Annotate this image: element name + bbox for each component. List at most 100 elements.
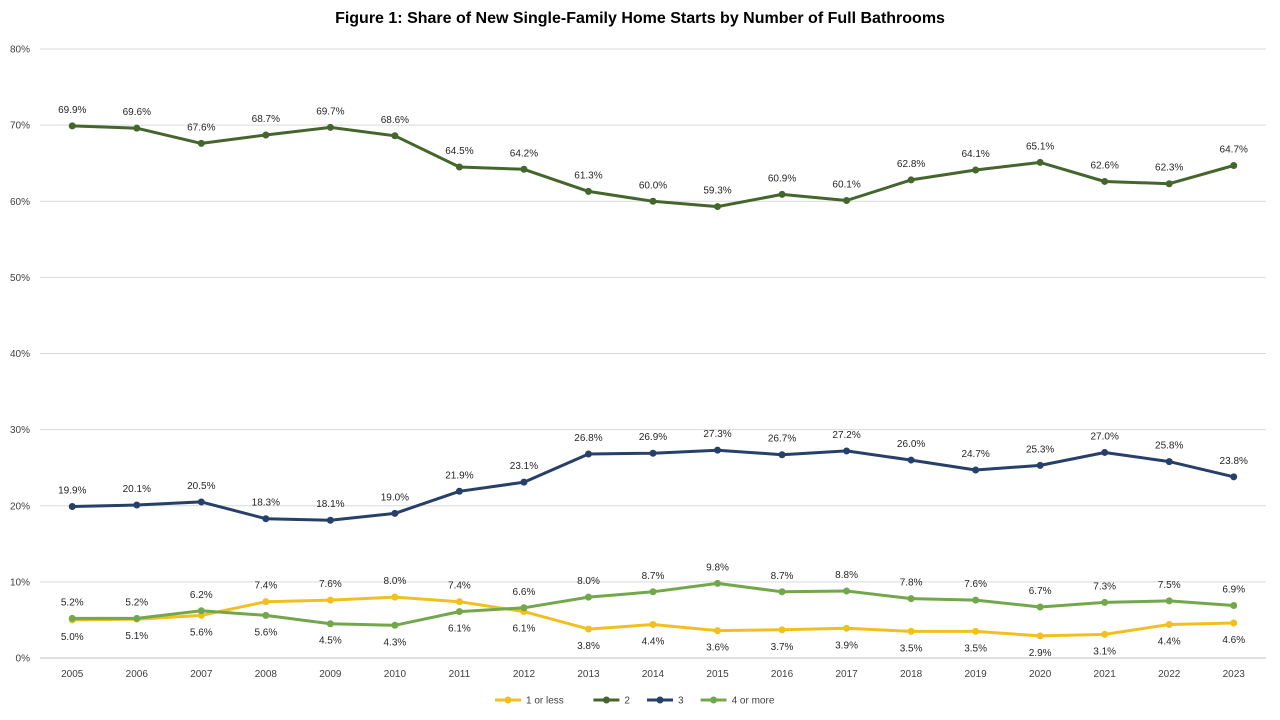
data-label: 5.1% — [125, 631, 148, 642]
data-point — [391, 132, 399, 140]
data-point — [1036, 632, 1044, 640]
x-tick-label: 2020 — [1029, 669, 1052, 680]
data-label: 64.2% — [510, 148, 538, 159]
x-tick-label: 2017 — [835, 669, 858, 680]
data-label: 5.0% — [61, 632, 84, 643]
x-tick-label: 2013 — [577, 669, 600, 680]
data-point — [1101, 177, 1109, 185]
data-label: 8.0% — [383, 576, 406, 587]
data-label: 5.2% — [125, 597, 148, 608]
data-point — [1230, 601, 1238, 609]
data-point — [778, 190, 786, 198]
data-label: 62.8% — [897, 159, 925, 170]
data-point — [778, 588, 786, 596]
legend-label: 4 or more — [732, 696, 775, 707]
data-label: 9.8% — [706, 562, 729, 573]
data-point — [907, 627, 915, 635]
y-tick-label: 60% — [10, 197, 30, 208]
data-label: 7.5% — [1158, 580, 1181, 591]
data-label: 7.4% — [254, 581, 277, 592]
data-point — [843, 624, 851, 632]
data-label: 6.1% — [448, 624, 471, 635]
data-label: 5.6% — [254, 627, 277, 638]
data-label: 7.6% — [319, 579, 342, 590]
data-point — [972, 466, 980, 474]
data-label: 4.4% — [642, 637, 665, 648]
x-tick-label: 2019 — [965, 669, 988, 680]
data-label: 64.5% — [445, 146, 473, 157]
data-label: 6.1% — [513, 624, 536, 635]
data-point — [584, 450, 592, 458]
data-label: 6.9% — [1222, 584, 1245, 595]
data-point — [520, 165, 528, 173]
data-label: 4.5% — [319, 636, 342, 647]
legend-marker — [656, 696, 664, 704]
y-tick-label: 20% — [10, 501, 30, 512]
data-point — [391, 509, 399, 517]
data-point — [1101, 448, 1109, 456]
data-label: 5.6% — [190, 627, 213, 638]
data-point — [1036, 158, 1044, 166]
x-tick-label: 2010 — [384, 669, 407, 680]
data-label: 60.0% — [639, 180, 667, 191]
data-point — [68, 122, 76, 130]
data-point — [843, 587, 851, 595]
x-tick-label: 2022 — [1158, 669, 1181, 680]
data-label: 3.8% — [577, 641, 600, 652]
x-tick-label: 2005 — [61, 669, 84, 680]
data-point — [326, 516, 334, 524]
data-label: 64.7% — [1220, 144, 1248, 155]
data-point — [68, 503, 76, 511]
data-label: 65.1% — [1026, 141, 1054, 152]
data-point — [133, 501, 141, 509]
data-label: 64.1% — [961, 149, 989, 160]
y-tick-label: 10% — [10, 577, 30, 588]
x-tick-label: 2021 — [1094, 669, 1117, 680]
data-label: 3.6% — [706, 643, 729, 654]
data-label: 7.8% — [900, 578, 923, 589]
data-point — [520, 478, 528, 486]
data-point — [1230, 619, 1238, 627]
data-label: 69.6% — [123, 107, 151, 118]
data-point — [907, 456, 915, 464]
y-tick-label: 30% — [10, 425, 30, 436]
data-point — [584, 625, 592, 633]
data-point — [391, 593, 399, 601]
x-tick-label: 2016 — [771, 669, 794, 680]
data-point — [197, 498, 205, 506]
data-point — [584, 187, 592, 195]
y-tick-label: 80% — [10, 45, 30, 56]
legend-marker — [504, 696, 512, 704]
data-point — [1230, 473, 1238, 481]
data-label: 6.6% — [513, 587, 536, 598]
x-tick-label: 2018 — [900, 669, 923, 680]
data-point — [972, 166, 980, 174]
data-point — [778, 451, 786, 459]
data-point — [907, 595, 915, 603]
data-label: 5.2% — [61, 597, 84, 608]
data-point — [1165, 458, 1173, 466]
data-point — [843, 447, 851, 455]
data-label: 26.8% — [574, 433, 602, 444]
data-point — [649, 621, 657, 629]
data-point — [649, 197, 657, 205]
data-point — [1101, 598, 1109, 606]
data-point — [1036, 603, 1044, 611]
data-point — [391, 621, 399, 629]
data-label: 61.3% — [574, 170, 602, 181]
data-label: 8.7% — [642, 571, 665, 582]
data-point — [1165, 180, 1173, 188]
data-label: 4.3% — [383, 637, 406, 648]
data-label: 26.7% — [768, 434, 796, 445]
data-point — [455, 163, 463, 171]
data-point — [455, 608, 463, 616]
data-point — [649, 449, 657, 457]
chart-title: Figure 1: Share of New Single-Family Hom… — [335, 10, 945, 27]
data-point — [1165, 621, 1173, 629]
data-point — [1165, 597, 1173, 605]
data-label: 21.9% — [445, 470, 473, 481]
data-point — [972, 596, 980, 604]
data-label: 62.3% — [1155, 163, 1183, 174]
data-point — [1101, 630, 1109, 638]
data-point — [262, 131, 270, 139]
